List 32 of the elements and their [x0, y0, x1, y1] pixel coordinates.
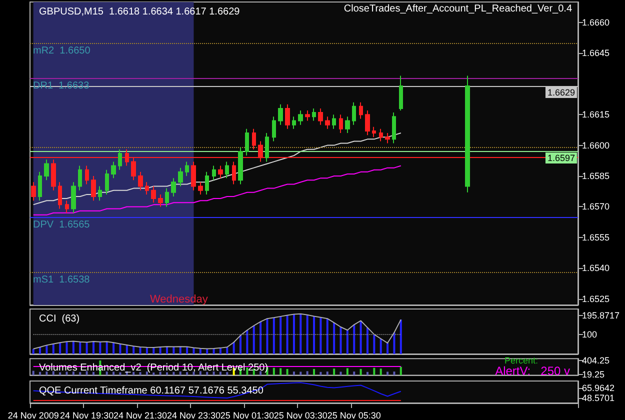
y-tick-label: 48.5701 [582, 393, 615, 404]
x-tick-label: 24 Nov 23:30 [166, 410, 221, 420]
y-tick-label: 404.25 [582, 355, 610, 366]
y-tick-label: 1.6645 [582, 48, 610, 58]
y-tick-label: 195.8717 [582, 310, 620, 321]
x-tick-label: 25 Nov 03:30 [274, 410, 328, 420]
ref-line-label: DPV 1.6565 [33, 219, 90, 230]
chart-title: GBPUSD,M15 1.6618 1.6634 1.6617 1.6629 [39, 6, 240, 18]
text: CCI (63) [39, 314, 80, 324]
y-tick-label: 1.6585 [582, 171, 610, 182]
y-tick-label: 1.6555 [582, 232, 610, 242]
y-tick-label: 1.6615 [582, 110, 610, 120]
y-tick-label: 1.6600 [582, 140, 610, 150]
y-tick-label: 1.6525 [582, 294, 610, 304]
x-tick-label: 24 Nov 19:30 [60, 410, 114, 420]
ref-line-label: mR2 1.6650 [33, 45, 91, 56]
y-tick-label: 1.6660 [582, 17, 610, 28]
y-tick-label: 19.25 [582, 370, 605, 380]
ref-line-label: 1.6597 [547, 152, 575, 163]
y-tick-label: 100 [582, 329, 598, 340]
annotation: Wednesday [150, 294, 208, 306]
x-tick-label: 25 Nov 05:30 [327, 410, 381, 420]
y-tick-label: 1.6540 [582, 263, 610, 274]
x-tick-label: 24 Nov 21:30 [113, 410, 168, 420]
y-tick-label: 65.9642 [582, 382, 615, 393]
annotation: AlertV: 250 v [495, 364, 570, 378]
ref-line-label: mS1 1.6538 [33, 274, 90, 286]
x-tick-label: 25 Nov 01:30 [220, 410, 274, 420]
ref-line-label: 1.6629 [547, 87, 575, 98]
y-tick-label: 1.6570 [582, 202, 610, 212]
annotation: CloseTrades_After_Account_PL_Reached_Ver_0.4 [344, 4, 572, 14]
x-tick-label: 24 Nov 2009 [8, 410, 59, 420]
